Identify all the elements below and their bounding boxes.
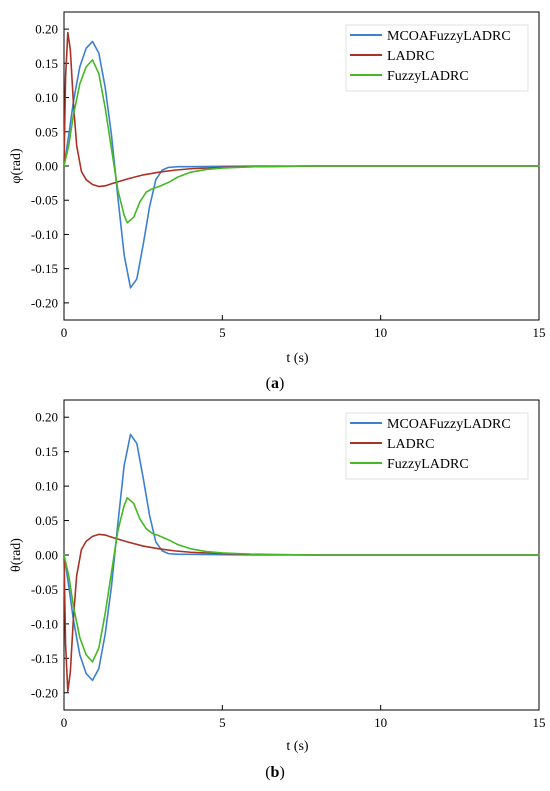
legend-entry: FuzzyLADRC: [387, 69, 469, 84]
series-line-mcoafuzzyladrc: [63, 433, 540, 682]
y-tick-label: 0.20: [35, 22, 58, 37]
y-tick-label: -0.10: [31, 616, 58, 631]
y-tick-label: 0.05: [35, 124, 58, 139]
x-tick-label: 5: [219, 715, 226, 730]
legend-entry: FuzzyLADRC: [387, 457, 469, 472]
legend-entry: LADRC: [387, 49, 434, 64]
y-tick-label: 0.15: [35, 444, 58, 459]
y-tick-label: -0.15: [31, 651, 58, 666]
x-tick-label: 10: [374, 715, 387, 730]
y-tick-label: -0.05: [31, 582, 58, 597]
y-tick-label: -0.20: [31, 295, 58, 310]
panel-label: (b): [265, 764, 285, 781]
y-tick-label: 0.10: [35, 90, 58, 105]
y-tick-label: -0.20: [31, 685, 58, 700]
x-tick-label: 10: [374, 325, 387, 340]
legend-entry: MCOAFuzzyLADRC: [387, 417, 511, 432]
x-axis-label: t (s): [286, 739, 309, 754]
panel-label: (a): [266, 375, 285, 392]
legend: MCOAFuzzyLADRC LADRC FuzzyLADRC: [345, 24, 529, 92]
series-line-fuzzyladrc: [63, 497, 540, 663]
series-line-fuzzyladrc: [63, 59, 540, 224]
x-tick-label: 5: [219, 325, 226, 340]
y-tick-label: 0.10: [35, 479, 58, 494]
series-line-mcoafuzzyladrc: [63, 40, 540, 289]
y-tick-label: -0.05: [31, 193, 58, 208]
y-tick-label: -0.10: [31, 227, 58, 242]
y-tick-label: -0.15: [31, 261, 58, 276]
y-tick-label: 0.05: [35, 513, 58, 528]
chart-panel-b: 0.20 0.15 0.10 0.05 0.00 -0.05 -0.10 -0.15 -0.20…: [9, 399, 546, 781]
y-axis-label: θ(rad): [9, 538, 24, 572]
chart-panel-a: 0.20 0.15 0.10 0.05 0.00 -0.05 -0.10 -0.15 -0.20…: [9, 11, 546, 392]
y-tick-label: 0.00: [35, 548, 58, 563]
x-tick-label: 15: [533, 325, 546, 340]
x-tick-label: 15: [533, 715, 546, 730]
y-tick-label: 0.00: [35, 159, 58, 174]
legend: MCOAFuzzyLADRC LADRC FuzzyLADRC: [345, 412, 529, 480]
legend-entry: LADRC: [387, 437, 434, 452]
x-axis-label: t (s): [286, 351, 309, 366]
x-tick-label: 0: [61, 715, 68, 730]
x-tick-label: 0: [61, 325, 68, 340]
y-axis-label: φ(rad): [9, 148, 24, 184]
legend-entry: MCOAFuzzyLADRC: [387, 29, 511, 44]
y-tick-label: 0.15: [35, 56, 58, 71]
y-tick-label: 0.20: [35, 410, 58, 425]
